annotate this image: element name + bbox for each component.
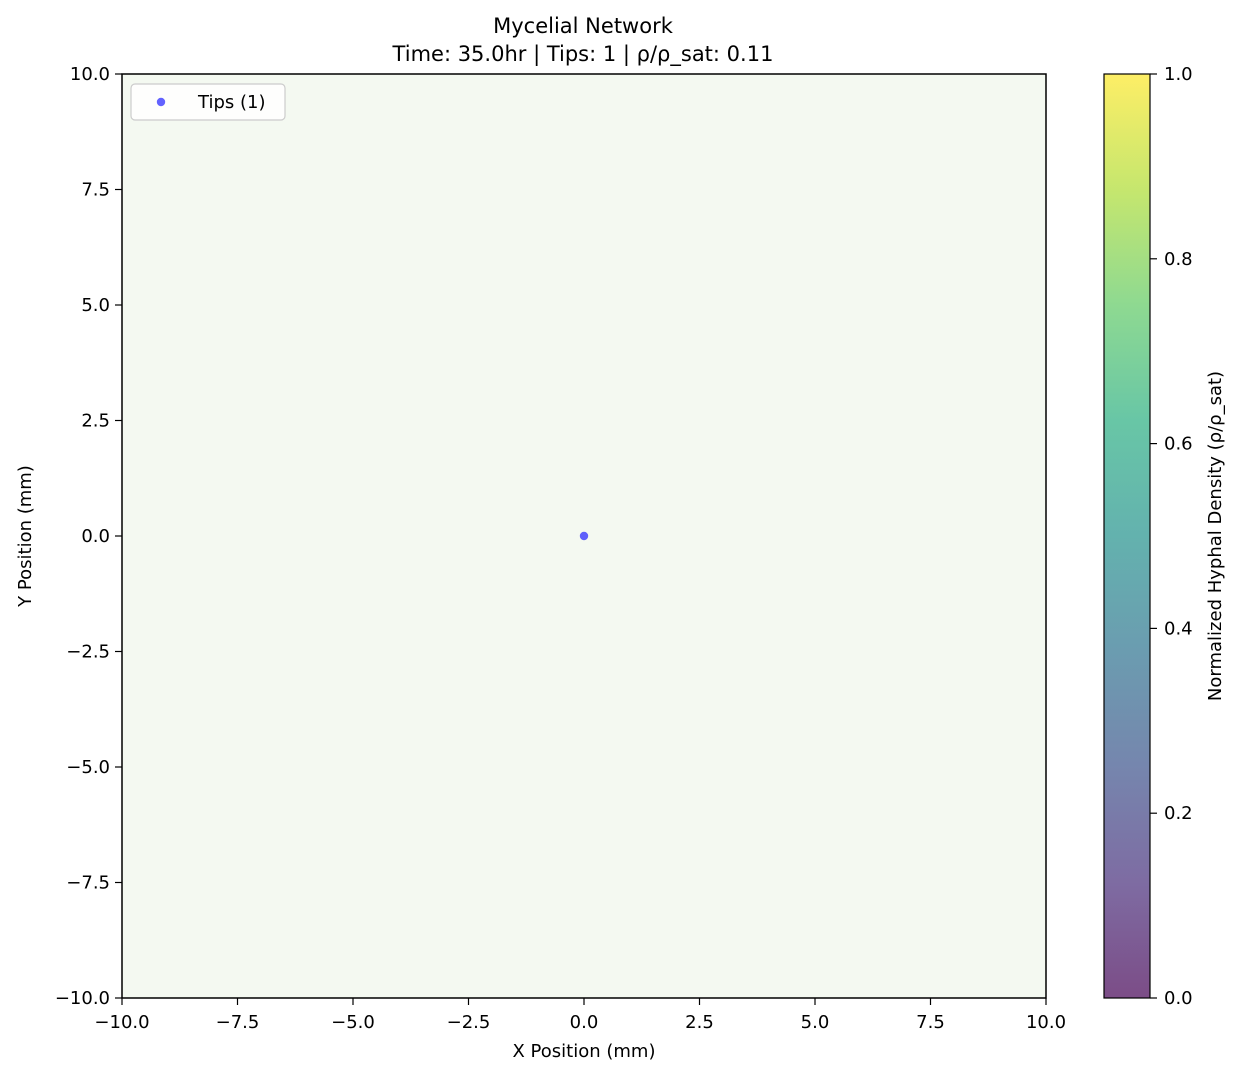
x-tick-label: 2.5 [685,1012,714,1033]
tip-point [579,531,589,541]
scatter-layer [579,531,589,541]
legend-label: Tips (1) [197,92,265,113]
y-tick-label: −10.0 [55,988,110,1009]
x-axis-label: X Position (mm) [513,1041,656,1062]
colorbar-tick-label: 0.8 [1164,249,1193,270]
colorbar-label: Normalized Hyphal Density (ρ/ρ_sat) [1205,371,1226,701]
y-axis-ticks: −10.0 −7.5 −5.0 −2.5 0.0 2.5 5.0 7.5 10.0 [55,64,122,1009]
x-tick-label: −10.0 [94,1012,149,1033]
x-tick-label: −7.5 [216,1012,260,1033]
x-tick-label: 10.0 [1026,1012,1066,1033]
y-axis-label: Y Position (mm) [15,465,36,608]
colorbar-ticks: 0.0 0.2 0.4 0.6 0.8 1.0 [1150,64,1193,1009]
colorbar-tick-label: 0.2 [1164,803,1193,824]
legend-box [130,83,286,121]
y-tick-label: −7.5 [66,873,110,894]
x-tick-label: 7.5 [916,1012,945,1033]
colorbar-tick-label: 0.0 [1164,988,1193,1009]
chart-subtitle: Time: 35.0hr | Tips: 1 | ρ/ρ_sat: 0.11 [392,42,774,67]
y-tick-label: 5.0 [81,295,110,316]
colorbar-tick-label: 0.6 [1164,434,1193,455]
y-tick-label: 7.5 [81,180,110,201]
y-tick-label: 10.0 [70,64,110,85]
colorbar-tick-label: 1.0 [1164,64,1193,85]
x-tick-label: 0.0 [570,1012,599,1033]
y-tick-label: −2.5 [66,642,110,663]
y-tick-label: 2.5 [81,411,110,432]
x-tick-label: −2.5 [447,1012,491,1033]
colorbar-tick-label: 0.4 [1164,618,1193,639]
y-tick-label: 0.0 [81,526,110,547]
x-tick-label: 5.0 [801,1012,830,1033]
chart-title: Mycelial Network [493,14,674,38]
x-axis-ticks: −10.0 −7.5 −5.0 −2.5 0.0 2.5 5.0 7.5 10.0 [94,998,1066,1033]
legend: Tips (1) [130,83,286,121]
legend-marker [156,97,166,107]
x-tick-label: −5.0 [331,1012,375,1033]
colorbar [1103,73,1151,999]
y-tick-label: −5.0 [66,757,110,778]
